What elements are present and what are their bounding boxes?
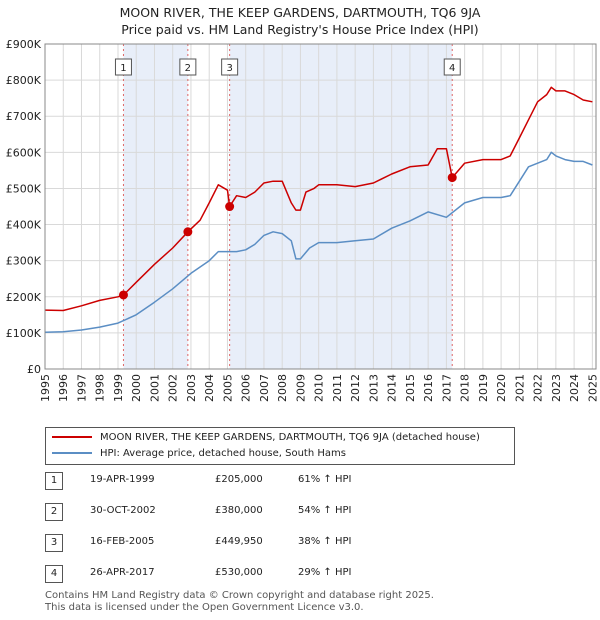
y-tick-label: £400K: [6, 219, 42, 232]
sale-number: 3: [45, 534, 63, 552]
footer: Contains HM Land Registry data © Crown c…: [45, 590, 434, 614]
x-tick-label: 1997: [75, 374, 88, 402]
x-tick-label: 2010: [313, 374, 326, 402]
sale-marker-box: [114, 58, 132, 76]
y-tick-label: £100K: [6, 327, 42, 340]
sale-price: £380,000: [215, 505, 263, 516]
sale-marker-box: [179, 58, 197, 76]
footer-licence: This data is licensed under the Open Gov…: [45, 602, 364, 613]
property-price-line: [44, 86, 593, 312]
x-tick-label: 2021: [513, 374, 526, 402]
sale-date: 19-APR-1999: [90, 474, 155, 485]
sale-marker-label: 3: [226, 63, 232, 74]
legend-item-property: MOON RIVER, THE KEEP GARDENS, DARTMOUTH,…: [52, 430, 480, 446]
x-tick-label: 2001: [148, 374, 161, 402]
x-tick-label: 2014: [386, 374, 399, 402]
x-tick-label: 2008: [276, 374, 289, 402]
x-tick-label: 2007: [258, 374, 271, 402]
footer-copyright: Contains HM Land Registry data © Crown c…: [45, 590, 434, 601]
sale-date: 16-FEB-2005: [90, 536, 155, 547]
sale-marker-label: 2: [185, 63, 191, 74]
chart-title-line2: Price paid vs. HM Land Registry's House …: [121, 22, 479, 37]
sale-date: 26-APR-2017: [90, 567, 155, 578]
sale-point: [118, 290, 128, 300]
ownership-shade: [229, 44, 453, 369]
sale-point: [225, 202, 235, 212]
y-tick-label: £300K: [6, 255, 42, 268]
x-tick-label: 2012: [349, 374, 362, 402]
table-row: 1 19-APR-1999 £205,000 61% ↑ HPI: [45, 472, 595, 490]
hpi-line: [44, 151, 593, 333]
sale-price: £205,000: [215, 474, 263, 485]
sale-number: 4: [45, 565, 63, 583]
x-tick-label: 1998: [94, 374, 107, 402]
x-tick-label: 2025: [586, 374, 599, 402]
x-tick-label: 2009: [294, 374, 307, 402]
y-tick-label: £0: [27, 363, 41, 376]
legend-label-property: MOON RIVER, THE KEEP GARDENS, DARTMOUTH,…: [100, 432, 480, 443]
sale-hpi: 38% ↑ HPI: [298, 536, 352, 547]
legend-swatch-hpi: [52, 452, 92, 454]
x-tick-label: 2020: [495, 374, 508, 402]
y-tick-label: £800K: [6, 74, 42, 87]
table-row: 4 26-APR-2017 £530,000 29% ↑ HPI: [45, 565, 595, 583]
sale-date: 30-OCT-2002: [90, 505, 156, 516]
price-chart: 1 2 3 4 £0 £100K £200K £300K £400K £500K £600K £700…: [6, 38, 600, 402]
plot-frame: [44, 43, 597, 370]
sale-hpi: 61% ↑ HPI: [298, 474, 352, 485]
sale-marker-box: [221, 58, 239, 76]
sale-hpi: 29% ↑ HPI: [298, 567, 352, 578]
x-tick-label: 2022: [532, 374, 545, 402]
sale-hpi: 54% ↑ HPI: [298, 505, 352, 516]
x-tick-label: 2018: [459, 374, 472, 402]
x-tick-label: 2017: [440, 374, 453, 402]
sale-number: 2: [45, 503, 63, 521]
sale-point: [183, 227, 193, 237]
legend-swatch-property: [52, 436, 92, 438]
table-row: 2 30-OCT-2002 £380,000 54% ↑ HPI: [45, 503, 595, 521]
sale-marker-label: 4: [449, 63, 455, 74]
x-tick-label: 2004: [203, 374, 216, 402]
x-tick-label: 2002: [167, 374, 180, 402]
sale-number: 1: [45, 472, 63, 490]
x-tick-label: 2023: [550, 374, 563, 402]
x-tick-label: 2015: [404, 374, 417, 402]
x-tick-label: 2003: [185, 374, 198, 402]
ownership-shade: [123, 44, 188, 369]
x-tick-label: 2013: [367, 374, 380, 402]
y-tick-label: £600K: [6, 146, 42, 159]
x-tick-label: 2019: [477, 374, 490, 402]
x-tick-label: 1996: [57, 374, 70, 402]
x-tick-label: 2011: [331, 374, 344, 402]
x-tick-label: 2016: [422, 374, 435, 402]
sale-marker-label: 1: [120, 63, 126, 74]
y-tick-label: £500K: [6, 182, 42, 195]
x-tick-label: 2024: [568, 374, 581, 402]
sale-price: £530,000: [215, 567, 263, 578]
sale-marker-box: [443, 58, 461, 76]
legend-item-hpi: HPI: Average price, detached house, Sout…: [52, 446, 346, 462]
sale-point: [447, 173, 457, 183]
sale-price: £449,950: [215, 536, 263, 547]
x-tick-label: 2000: [130, 374, 143, 402]
legend: MOON RIVER, THE KEEP GARDENS, DARTMOUTH,…: [45, 427, 515, 465]
chart-title-line1: MOON RIVER, THE KEEP GARDENS, DARTMOUTH,…: [119, 5, 481, 20]
y-tick-label: £200K: [6, 291, 42, 304]
table-row: 3 16-FEB-2005 £449,950 38% ↑ HPI: [45, 534, 595, 552]
x-tick-label: 2006: [240, 374, 253, 402]
x-tick-label: 1999: [112, 374, 125, 402]
y-tick-label: £900K: [6, 38, 42, 51]
x-tick-label: 2005: [221, 374, 234, 402]
x-tick-label: 1995: [39, 374, 52, 402]
y-tick-label: £700K: [6, 110, 42, 123]
chart-title: MOON RIVER, THE KEEP GARDENS, DARTMOUTH,…: [0, 4, 600, 38]
legend-label-hpi: HPI: Average price, detached house, Sout…: [100, 448, 346, 459]
